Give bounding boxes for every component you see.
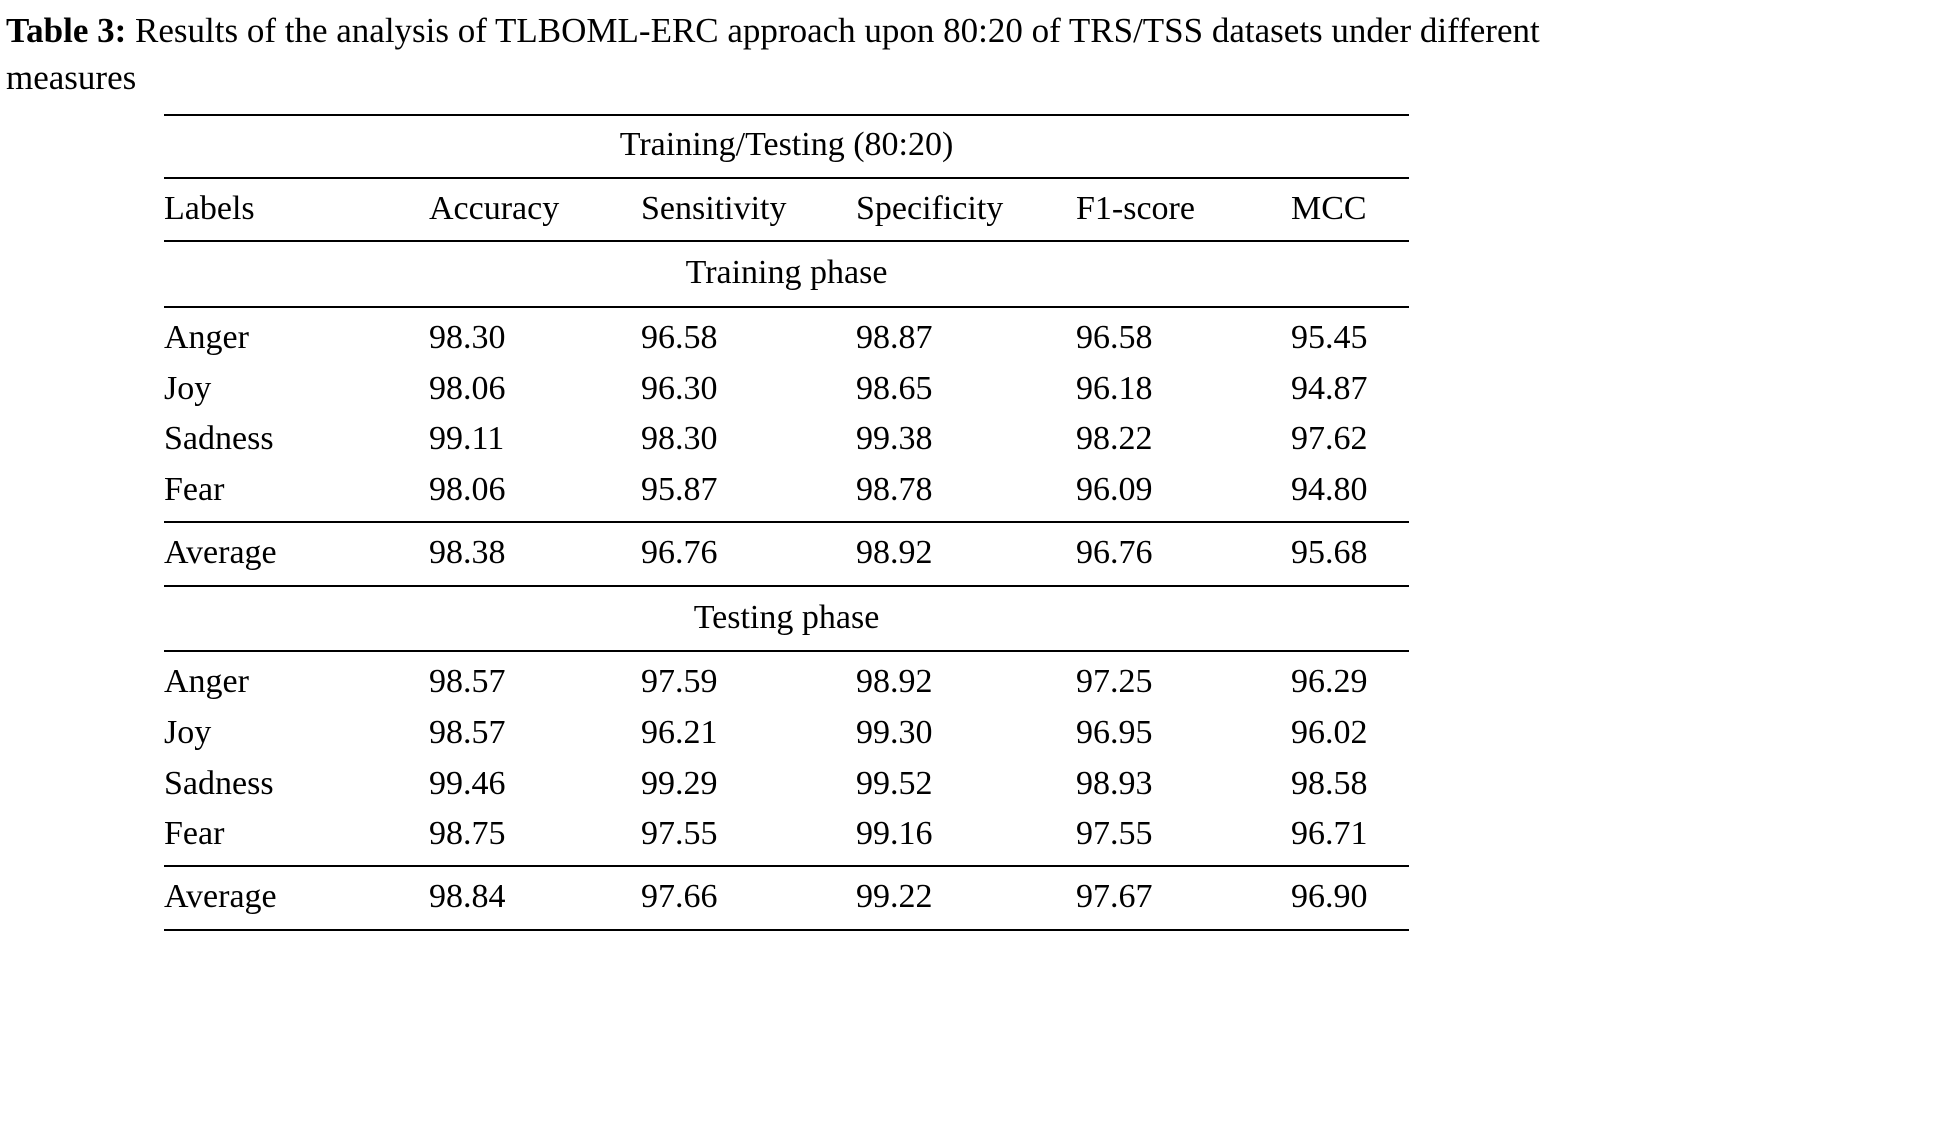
row-label: Average [164, 866, 429, 931]
cell-value: 99.29 [641, 764, 718, 802]
cell-value: 98.30 [429, 318, 506, 356]
cell-value: 98.93 [1076, 764, 1153, 802]
col-header-specificity: Specificity [856, 177, 1076, 243]
cell-value: 97.55 [1076, 809, 1291, 868]
table-row: Fear 98.06 95.87 98.78 96.09 94.80 [164, 465, 1410, 523]
cell-value: 96.58 [641, 318, 718, 356]
section-header-training: Training phase [164, 241, 1410, 308]
cell-value: 98.92 [856, 663, 933, 701]
table-caption-text: Results of the analysis of TLBOML-ERC ap… [6, 11, 1540, 97]
cell-value: 99.52 [856, 764, 933, 802]
cell-value: 96.76 [1076, 521, 1291, 587]
cell-value: 98.84 [429, 866, 641, 931]
row-label: Fear [164, 809, 429, 868]
row-label: Fear [164, 465, 429, 523]
cell-value: 98.06 [429, 465, 641, 523]
cell-value: 98.92 [856, 521, 1076, 587]
row-label: Joy [164, 713, 212, 751]
cell-value: 95.45 [1291, 318, 1368, 356]
results-table: Training/Testing (80:20) Labels Accuracy… [164, 113, 1410, 931]
cell-value: 98.30 [641, 420, 718, 458]
cell-value: 98.57 [429, 663, 506, 701]
cell-value: 98.22 [1076, 420, 1153, 458]
col-header-mcc: MCC [1291, 177, 1410, 243]
table-caption: Table 3: Results of the analysis of TLBO… [6, 8, 1591, 102]
cell-value: 96.18 [1076, 369, 1153, 407]
row-label: Average [164, 521, 429, 587]
row-label: Sadness [164, 764, 274, 802]
column-header-row: Labels Accuracy Sensitivity Specificity … [164, 177, 1410, 243]
cell-value: 96.21 [641, 713, 718, 751]
section-title: Training phase [164, 241, 1410, 308]
cell-value: 98.87 [856, 318, 933, 356]
table-row: Sadness 99.11 98.30 99.38 98.22 97.62 [164, 414, 1409, 465]
cell-value: 99.38 [856, 420, 933, 458]
span-header-row: Training/Testing (80:20) [164, 113, 1410, 179]
row-label: Anger [164, 663, 249, 701]
cell-value: 97.25 [1076, 663, 1153, 701]
cell-value: 96.58 [1076, 318, 1153, 356]
cell-value: 96.90 [1291, 866, 1410, 931]
cell-value: 96.71 [1291, 809, 1410, 868]
cell-value: 96.30 [641, 369, 718, 407]
table-row: Joy 98.57 96.21 99.30 96.95 96.02 [164, 708, 1409, 759]
table-row: Anger 98.30 96.58 98.87 96.58 95.45 [164, 307, 1409, 364]
cell-value: 97.67 [1076, 866, 1291, 931]
cell-value: 98.78 [856, 465, 1076, 523]
section-title: Testing phase [164, 585, 1410, 653]
cell-value: 99.22 [856, 866, 1076, 931]
cell-value: 97.59 [641, 663, 718, 701]
cell-value: 96.29 [1291, 663, 1368, 701]
cell-value: 95.87 [641, 465, 856, 523]
table-row: Anger 98.57 97.59 98.92 97.25 96.29 [164, 651, 1409, 708]
cell-value: 98.58 [1291, 764, 1368, 802]
cell-value: 99.16 [856, 809, 1076, 868]
table-row: Sadness 99.46 99.29 99.52 98.93 98.58 [164, 759, 1409, 810]
cell-value: 97.66 [641, 866, 856, 931]
cell-value: 98.57 [429, 713, 506, 751]
section-header-testing: Testing phase [164, 585, 1410, 653]
cell-value: 97.55 [641, 809, 856, 868]
row-label: Sadness [164, 420, 274, 458]
page: Table 3: Results of the analysis of TLBO… [6, 8, 1591, 931]
col-header-f1-score: F1-score [1076, 177, 1291, 243]
table-caption-number: Table 3: [6, 11, 127, 50]
cell-value: 94.80 [1291, 465, 1410, 523]
cell-value: 98.75 [429, 809, 641, 868]
cell-value: 99.11 [429, 420, 505, 458]
col-header-sensitivity: Sensitivity [641, 177, 856, 243]
col-header-accuracy: Accuracy [429, 177, 641, 243]
span-header: Training/Testing (80:20) [164, 113, 1410, 179]
cell-value: 96.09 [1076, 465, 1291, 523]
cell-value: 96.95 [1076, 713, 1153, 751]
cell-value: 99.30 [856, 713, 933, 751]
table-row: Joy 98.06 96.30 98.65 96.18 94.87 [164, 364, 1409, 415]
cell-value: 99.46 [429, 764, 506, 802]
cell-value: 97.62 [1291, 420, 1368, 458]
cell-value: 94.87 [1291, 369, 1368, 407]
cell-value: 96.76 [641, 521, 856, 587]
table-row: Fear 98.75 97.55 99.16 97.55 96.71 [164, 809, 1410, 868]
average-row: Average 98.84 97.66 99.22 97.67 96.90 [164, 866, 1410, 931]
row-label: Anger [164, 318, 249, 356]
cell-value: 98.65 [856, 369, 933, 407]
row-label: Joy [164, 369, 212, 407]
cell-value: 96.02 [1291, 713, 1368, 751]
average-row: Average 98.38 96.76 98.92 96.76 95.68 [164, 521, 1410, 587]
cell-value: 95.68 [1291, 521, 1410, 587]
cell-value: 98.38 [429, 521, 641, 587]
col-header-labels: Labels [164, 177, 429, 243]
cell-value: 98.06 [429, 369, 506, 407]
